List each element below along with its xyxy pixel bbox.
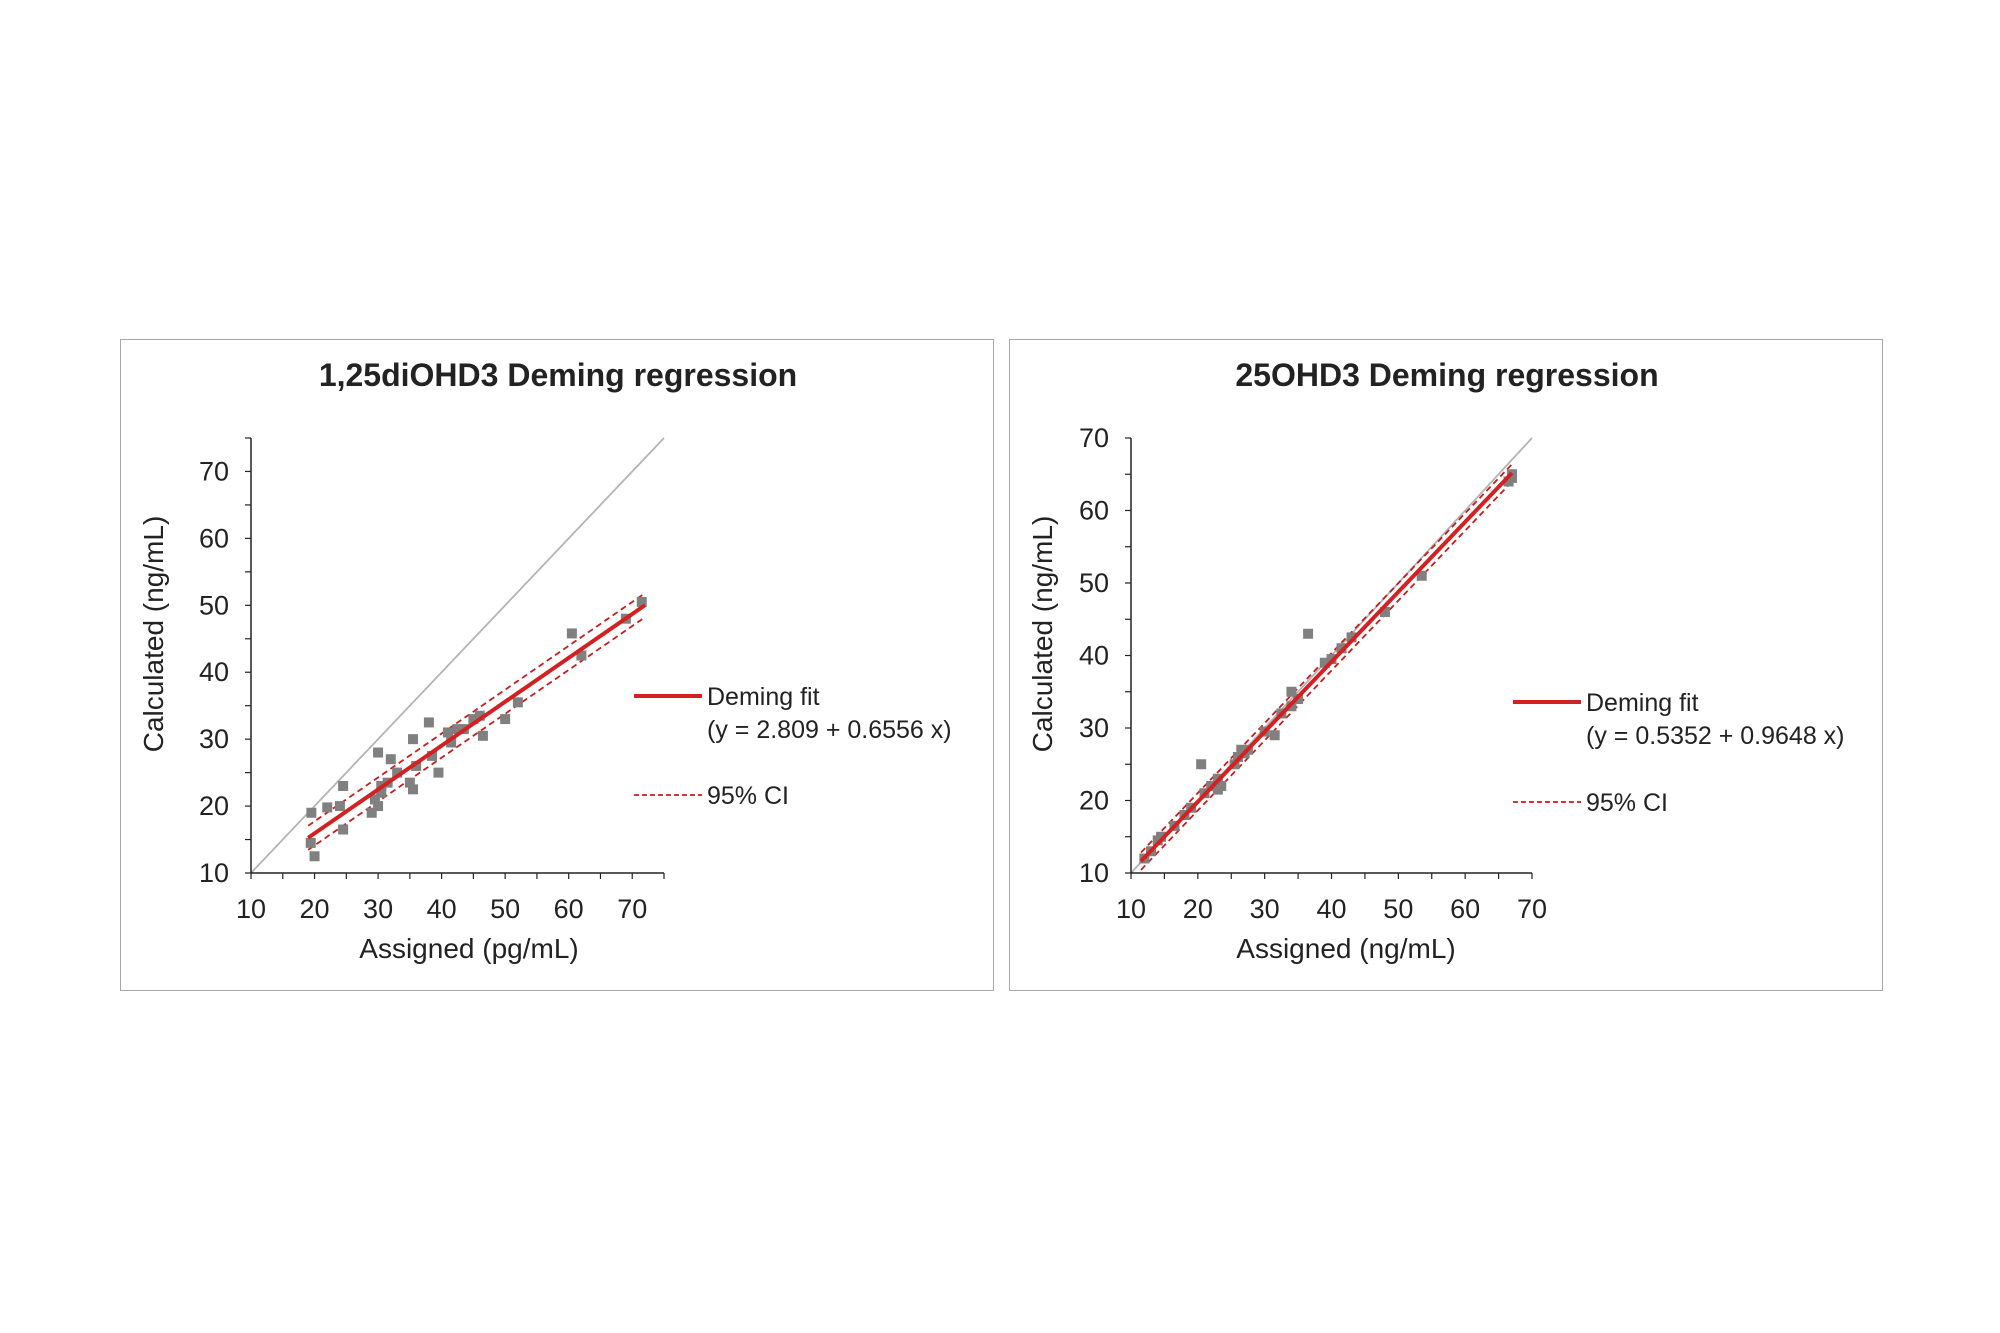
x-tick-label: 70 bbox=[1517, 894, 1547, 924]
deming-fit-line bbox=[307, 603, 647, 840]
legend: Deming fit (y = 2.809 + 0.6556 x) 95% CI bbox=[634, 683, 952, 810]
data-point bbox=[1196, 759, 1207, 770]
data-point bbox=[1506, 472, 1517, 483]
data-point bbox=[306, 807, 317, 818]
data-point bbox=[1303, 628, 1314, 639]
x-tick-label: 10 bbox=[1116, 894, 1146, 924]
chart-title: 1,25diOHD3 Deming regression bbox=[319, 357, 797, 393]
chart-panel-left: 1,25diOHD3 Deming regression 10 20 30 40 50 6… bbox=[120, 339, 994, 991]
data-point bbox=[1346, 632, 1357, 643]
y-tick-label: 60 bbox=[199, 523, 229, 553]
data-point bbox=[566, 628, 577, 639]
data-point bbox=[385, 754, 396, 765]
data-point bbox=[392, 767, 403, 778]
ci-lower-line bbox=[1140, 481, 1513, 871]
data-point bbox=[512, 697, 523, 708]
data-point bbox=[1336, 643, 1347, 654]
data-point bbox=[427, 750, 438, 761]
data-point bbox=[373, 747, 384, 758]
chart-left-svg: 1,25diOHD3 Deming regression 10 20 30 40 50 6… bbox=[138, 357, 952, 964]
legend-fit-label: Deming fit bbox=[707, 683, 820, 711]
y-tick-label: 40 bbox=[1079, 641, 1109, 671]
chart-right-svg: 25OHD3 Deming regression 10 20 30 40 50 60 70 1… bbox=[1027, 357, 1845, 964]
y-axis-title: Calculated (ng/mL) bbox=[138, 516, 169, 753]
data-point bbox=[334, 801, 345, 812]
y-tick-label: 20 bbox=[1079, 786, 1109, 816]
y-tick-label: 60 bbox=[1079, 496, 1109, 526]
x-tick-label: 60 bbox=[554, 894, 584, 924]
data-point bbox=[1286, 686, 1297, 697]
data-point bbox=[500, 714, 511, 725]
y-axis-title: Calculated (ng/mL) bbox=[1027, 516, 1058, 753]
legend-ci-label: 95% CI bbox=[707, 782, 789, 810]
y-tick-label: 50 bbox=[1079, 568, 1109, 598]
y-tick-label: 70 bbox=[1079, 423, 1109, 453]
data-point bbox=[404, 777, 415, 788]
data-point bbox=[1156, 831, 1167, 842]
x-tick-label: 40 bbox=[1316, 894, 1346, 924]
data-point bbox=[309, 851, 320, 862]
legend-fit-label: Deming fit bbox=[1586, 689, 1699, 717]
data-point bbox=[366, 807, 377, 818]
data-point bbox=[411, 760, 422, 771]
data-point bbox=[408, 784, 419, 795]
data-point bbox=[338, 781, 349, 791]
data-point bbox=[474, 710, 485, 721]
x-axis-title: Assigned (pg/mL) bbox=[359, 933, 578, 964]
data-point bbox=[408, 734, 419, 745]
data-point bbox=[452, 724, 463, 735]
data-point bbox=[376, 787, 387, 798]
x-tick-label: 40 bbox=[427, 894, 457, 924]
data-point bbox=[468, 714, 479, 725]
data-point bbox=[305, 837, 316, 848]
data-point bbox=[433, 767, 444, 778]
x-axis-title: Assigned (ng/mL) bbox=[1236, 933, 1455, 964]
x-tick-label: 50 bbox=[490, 894, 520, 924]
legend-fit-equation: (y = 2.809 + 0.6556 x) bbox=[707, 716, 952, 744]
x-tick-label: 60 bbox=[1450, 894, 1480, 924]
y-tick-label: 10 bbox=[1079, 858, 1109, 888]
x-tick-label: 70 bbox=[617, 894, 647, 924]
data-point bbox=[373, 801, 384, 812]
deming-fit-line bbox=[1139, 471, 1514, 863]
data-point bbox=[369, 794, 380, 805]
x-tick-label: 20 bbox=[1183, 894, 1213, 924]
data-point bbox=[1379, 607, 1390, 617]
legend-fit-equation: (y = 0.5352 + 0.9648 x) bbox=[1586, 722, 1845, 750]
y-tick-label: 40 bbox=[199, 657, 229, 687]
y-tick-label: 20 bbox=[199, 791, 229, 821]
x-tick-label: 10 bbox=[236, 894, 266, 924]
legend: Deming fit (y = 0.5352 + 0.9648 x) 95% C… bbox=[1513, 689, 1845, 817]
x-tick-label: 50 bbox=[1383, 894, 1413, 924]
data-point bbox=[423, 717, 434, 728]
data-point bbox=[1319, 657, 1330, 668]
data-point bbox=[1216, 781, 1227, 791]
identity-line bbox=[250, 437, 665, 874]
ci-lower-line bbox=[307, 616, 646, 851]
data-point bbox=[338, 824, 349, 835]
legend-ci-label: 95% CI bbox=[1586, 789, 1668, 817]
data-point bbox=[576, 650, 587, 661]
data-point bbox=[1416, 570, 1427, 581]
data-point bbox=[322, 802, 333, 813]
chart-title: 25OHD3 Deming regression bbox=[1235, 357, 1658, 393]
data-point bbox=[636, 596, 647, 607]
y-tick-label: 30 bbox=[199, 724, 229, 754]
y-tick-label: 10 bbox=[199, 858, 229, 888]
data-point bbox=[1269, 730, 1280, 741]
y-tick-label: 30 bbox=[1079, 713, 1109, 743]
y-tick-label: 70 bbox=[199, 456, 229, 486]
x-tick-label: 30 bbox=[1250, 894, 1280, 924]
data-point bbox=[446, 737, 457, 748]
data-point bbox=[477, 730, 488, 741]
ci-upper-line bbox=[307, 592, 646, 827]
x-tick-label: 30 bbox=[363, 894, 393, 924]
data-point bbox=[442, 727, 453, 738]
x-tick-label: 20 bbox=[300, 894, 330, 924]
y-tick-label: 50 bbox=[199, 590, 229, 620]
chart-panel-right: 25OHD3 Deming regression 10 20 30 40 50 60 70 1… bbox=[1009, 339, 1883, 991]
